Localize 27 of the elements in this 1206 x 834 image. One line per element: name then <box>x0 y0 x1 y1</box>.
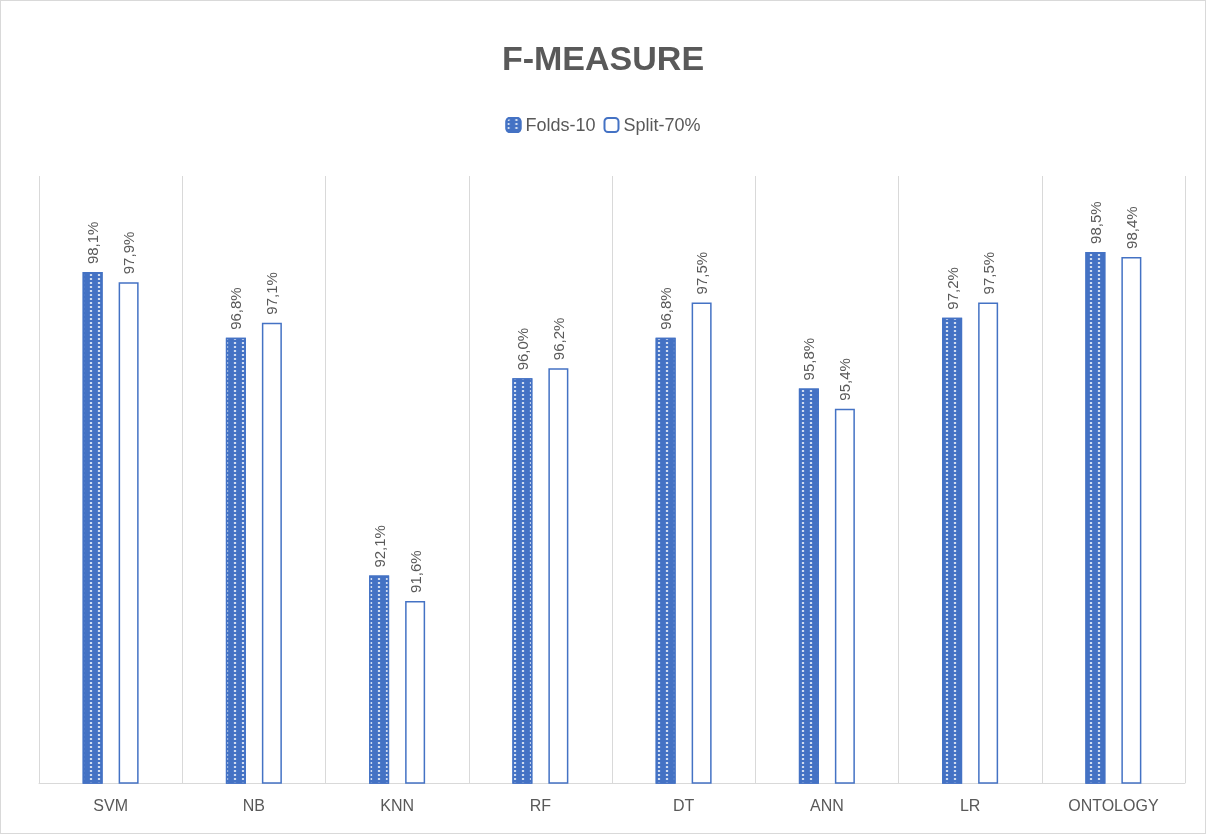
x-tick-label: KNN <box>380 796 415 814</box>
data-label: 98,4% <box>1122 206 1140 249</box>
x-tick-label: DT <box>672 796 695 814</box>
data-label: 97,5% <box>979 251 997 295</box>
x-tick-label: ANN <box>809 796 844 814</box>
data-label: 98,1% <box>84 221 102 265</box>
data-label: 97,1% <box>263 272 281 315</box>
data-label: 95,4% <box>836 358 854 401</box>
data-label: 91,6% <box>406 550 424 593</box>
data-label: 92,1% <box>370 525 388 568</box>
x-tick-label: SVM <box>93 796 128 814</box>
data-label: 96,0% <box>513 327 531 371</box>
data-label: 95,8% <box>800 337 818 381</box>
chart-title: F-MEASURE <box>501 39 705 77</box>
data-label: 96,8% <box>657 287 675 330</box>
data-label: 98,5% <box>1086 201 1104 244</box>
data-label: 96,8% <box>227 287 245 330</box>
x-tick-label: NB <box>242 796 265 814</box>
legend-label: Folds-10 <box>525 115 596 135</box>
data-label: 96,2% <box>549 317 567 361</box>
x-tick-label: ONTOLOGY <box>1068 796 1159 814</box>
legend-label: Split-70% <box>623 115 701 135</box>
x-tick-label: LR <box>959 796 981 814</box>
data-label: 97,9% <box>120 231 138 275</box>
x-tick-label: RF <box>529 796 552 814</box>
data-label: 97,5% <box>693 251 711 295</box>
data-label: 97,2% <box>943 267 961 310</box>
